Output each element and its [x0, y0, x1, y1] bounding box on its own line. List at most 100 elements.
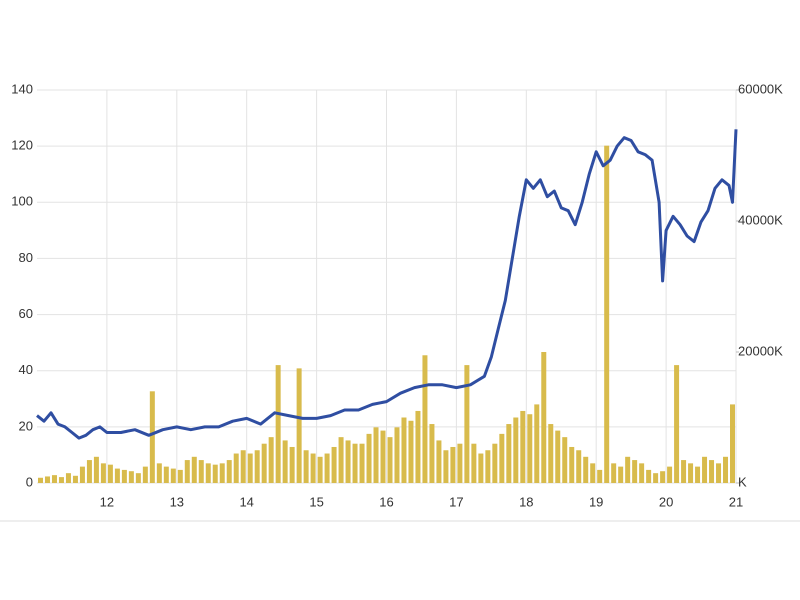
volume-bar — [261, 443, 267, 483]
volume-bar — [492, 443, 498, 483]
volume-bar — [401, 417, 407, 483]
volume-bar — [520, 410, 526, 483]
volume-bar — [135, 473, 141, 483]
y-tick-label: 100 — [11, 194, 33, 209]
volume-bar — [555, 430, 561, 483]
volume-bar — [324, 453, 330, 483]
y-tick-label: 80 — [19, 250, 33, 265]
y2-tick-label: 40000K — [738, 212, 783, 227]
volume-bar — [471, 443, 477, 483]
volume-bar — [667, 466, 673, 483]
volume-bar — [387, 437, 393, 483]
volume-bar — [674, 365, 680, 483]
volume-bar — [373, 427, 379, 483]
volume-bar — [541, 352, 547, 483]
volume-bar — [317, 456, 323, 483]
volume-bar — [443, 450, 449, 483]
volume-bar — [478, 453, 484, 483]
volume-bar — [702, 456, 708, 483]
volume-bar — [506, 424, 512, 483]
volume-bar — [338, 437, 344, 483]
x-tick-label: 19 — [589, 494, 603, 509]
volume-bar — [366, 433, 372, 483]
volume-bar — [184, 460, 190, 483]
volume-bar — [534, 404, 540, 483]
volume-bar — [436, 440, 442, 483]
volume-bar — [723, 456, 729, 483]
volume-bar — [247, 453, 253, 483]
volume-bar — [51, 475, 57, 483]
volume-bar — [618, 466, 624, 483]
volume-bar — [611, 463, 617, 483]
volume-bar — [205, 463, 211, 483]
volume-bar — [660, 471, 666, 483]
x-tick-label: 20 — [659, 494, 673, 509]
y-tick-label: 20 — [19, 418, 33, 433]
volume-bar — [499, 433, 505, 483]
volume-bar — [156, 463, 162, 483]
x-tick-label: 17 — [449, 494, 463, 509]
volume-bar — [79, 466, 85, 483]
volume-bar — [233, 453, 239, 483]
volume-bar — [149, 391, 155, 483]
volume-bar — [275, 365, 281, 483]
volume-bar — [646, 469, 652, 483]
volume-bar — [590, 463, 596, 483]
volume-bar — [65, 473, 71, 483]
volume-bar — [100, 463, 106, 483]
volume-bar — [415, 410, 421, 483]
volume-bar — [331, 446, 337, 483]
y-tick-label: 0 — [26, 474, 33, 489]
volume-bar — [597, 469, 603, 483]
volume-bar — [639, 463, 645, 483]
x-tick-label: 14 — [239, 494, 253, 509]
volume-bar — [716, 463, 722, 483]
price-line — [36, 129, 738, 440]
volume-bar — [107, 464, 113, 483]
volume-bar — [296, 368, 302, 483]
y2-tick-label: 20000K — [738, 343, 783, 358]
x-tick-label: 21 — [729, 494, 743, 509]
volume-bar — [562, 437, 568, 483]
y-tick-label: 140 — [11, 81, 33, 96]
volume-bar — [625, 456, 631, 483]
volume-bar — [457, 443, 463, 483]
volume-bar — [513, 417, 519, 483]
volume-bar — [310, 453, 316, 483]
volume-bar — [485, 450, 491, 483]
volume-bar — [709, 460, 715, 483]
volume-bar — [177, 469, 183, 483]
x-tick-label: 12 — [100, 494, 114, 509]
x-tick-label: 16 — [379, 494, 393, 509]
volume-bar — [653, 473, 659, 483]
volume-bar — [303, 450, 309, 483]
volume-bar — [44, 476, 50, 483]
volume-bar — [527, 414, 533, 483]
volume-bar — [464, 365, 470, 483]
volume-bar — [730, 404, 736, 483]
x-tick-label: 15 — [309, 494, 323, 509]
volume-bar — [163, 466, 169, 483]
volume-bar — [93, 456, 99, 483]
y2-tick-label: 60000K — [738, 81, 783, 96]
y-tick-label: 60 — [19, 306, 33, 321]
volume-bar — [86, 460, 92, 483]
volume-bar — [450, 446, 456, 483]
volume-bar — [170, 468, 176, 483]
volume-bar — [394, 427, 400, 483]
volume-bar — [380, 430, 386, 483]
volume-bar — [212, 464, 218, 483]
y-tick-label: 120 — [11, 138, 33, 153]
x-tick-label: 18 — [519, 494, 533, 509]
volume-bar — [128, 471, 134, 483]
volume-bar — [226, 460, 232, 483]
volume-bar — [289, 446, 295, 483]
volume-bar — [548, 424, 554, 483]
volume-bar — [121, 469, 127, 483]
volume-bar — [569, 446, 575, 483]
volume-bar — [352, 443, 358, 483]
volume-bar — [632, 460, 638, 483]
x-tick-label: 13 — [170, 494, 184, 509]
volume-bar — [219, 463, 225, 483]
